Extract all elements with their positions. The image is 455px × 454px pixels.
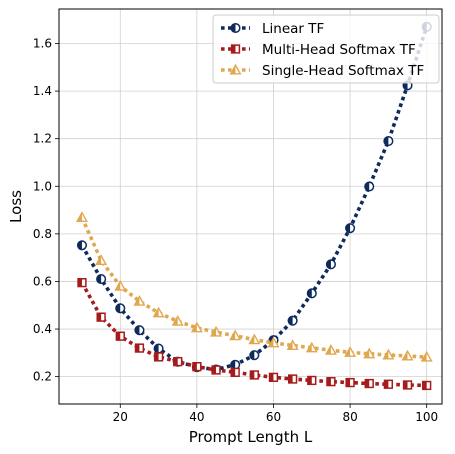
legend-label: Linear TF	[262, 21, 324, 37]
data-point	[383, 379, 394, 389]
data-point	[75, 211, 88, 222]
data-point	[230, 367, 240, 378]
data-point	[115, 331, 125, 341]
data-point	[134, 325, 145, 336]
x-tick-label: 20	[113, 410, 128, 424]
data-point	[286, 339, 299, 351]
data-point	[210, 325, 223, 337]
data-point	[307, 375, 317, 386]
data-point	[287, 374, 298, 384]
legend-label: Single-Head Softmax TF	[262, 63, 424, 79]
data-point	[190, 321, 203, 333]
x-tick-label: 80	[342, 410, 357, 424]
data-point	[153, 352, 164, 362]
data-point	[383, 136, 394, 147]
data-point	[382, 348, 395, 360]
y-tick-label: 1.4	[33, 84, 52, 98]
data-point	[115, 303, 126, 314]
data-point	[364, 181, 375, 192]
legend-entry: Multi-Head Softmax TF	[221, 42, 416, 58]
legend-marker	[230, 22, 241, 34]
y-tick-label: 0.4	[33, 322, 52, 336]
data-point	[76, 240, 88, 251]
data-point	[249, 370, 259, 380]
data-point	[96, 274, 107, 285]
y-tick-label: 1.2	[33, 132, 52, 146]
data-point	[267, 336, 280, 348]
x-tick-label: 40	[189, 410, 204, 424]
data-point	[171, 314, 184, 326]
data-point	[344, 346, 357, 357]
legend-marker	[229, 63, 242, 75]
data-point	[95, 254, 108, 266]
series-3	[75, 211, 433, 362]
data-point	[114, 279, 127, 291]
data-point	[192, 361, 202, 372]
x-axis-label: Prompt Length L	[189, 428, 313, 446]
data-point	[305, 341, 318, 353]
data-point	[402, 380, 413, 390]
data-point	[326, 376, 336, 387]
y-tick-label: 1.0	[33, 179, 52, 193]
data-point	[420, 350, 433, 362]
data-point	[364, 378, 374, 389]
data-point	[325, 259, 336, 270]
data-point	[173, 356, 183, 367]
data-point	[345, 377, 355, 388]
data-point	[134, 343, 145, 353]
data-point	[345, 223, 356, 234]
x-tick-label: 60	[266, 410, 281, 424]
data-point	[96, 312, 106, 322]
data-point	[152, 306, 165, 318]
legend-entry: Single-Head Softmax TF	[221, 63, 424, 79]
legend-entry: Linear TF	[221, 21, 324, 37]
y-tick-label: 1.6	[33, 37, 52, 51]
plot-frame	[58, 8, 443, 405]
y-tick-label: 0.8	[33, 227, 52, 241]
data-point	[363, 347, 376, 359]
data-point	[306, 288, 317, 299]
data-point	[248, 333, 261, 345]
data-point	[230, 359, 241, 370]
y-tick-label: 0.2	[33, 370, 52, 384]
data-point	[133, 294, 146, 306]
data-point	[249, 350, 260, 361]
y-tick-label: 0.6	[33, 274, 52, 288]
data-point	[324, 343, 337, 355]
data-point	[422, 380, 432, 391]
data-point	[287, 315, 298, 326]
series-group	[75, 21, 433, 391]
legend-label: Multi-Head Softmax TF	[262, 42, 416, 58]
data-point	[401, 349, 414, 361]
legend: Linear TF Multi-Head Softmax TF Single-Hea…	[212, 14, 440, 84]
data-point	[229, 329, 242, 341]
data-point	[268, 372, 279, 382]
legend-marker	[230, 44, 241, 54]
y-axis-label: Loss	[7, 190, 25, 223]
x-tick-label: 100	[415, 410, 438, 424]
series-2	[77, 277, 432, 391]
legend-box	[212, 14, 440, 84]
ticks: 20 40 60 80 100 0.2 0.4 0.6 0.8 1.0 1.2 1.4 1.6	[33, 37, 438, 424]
data-point	[153, 343, 164, 354]
data-point	[211, 365, 221, 375]
data-point	[77, 277, 87, 288]
